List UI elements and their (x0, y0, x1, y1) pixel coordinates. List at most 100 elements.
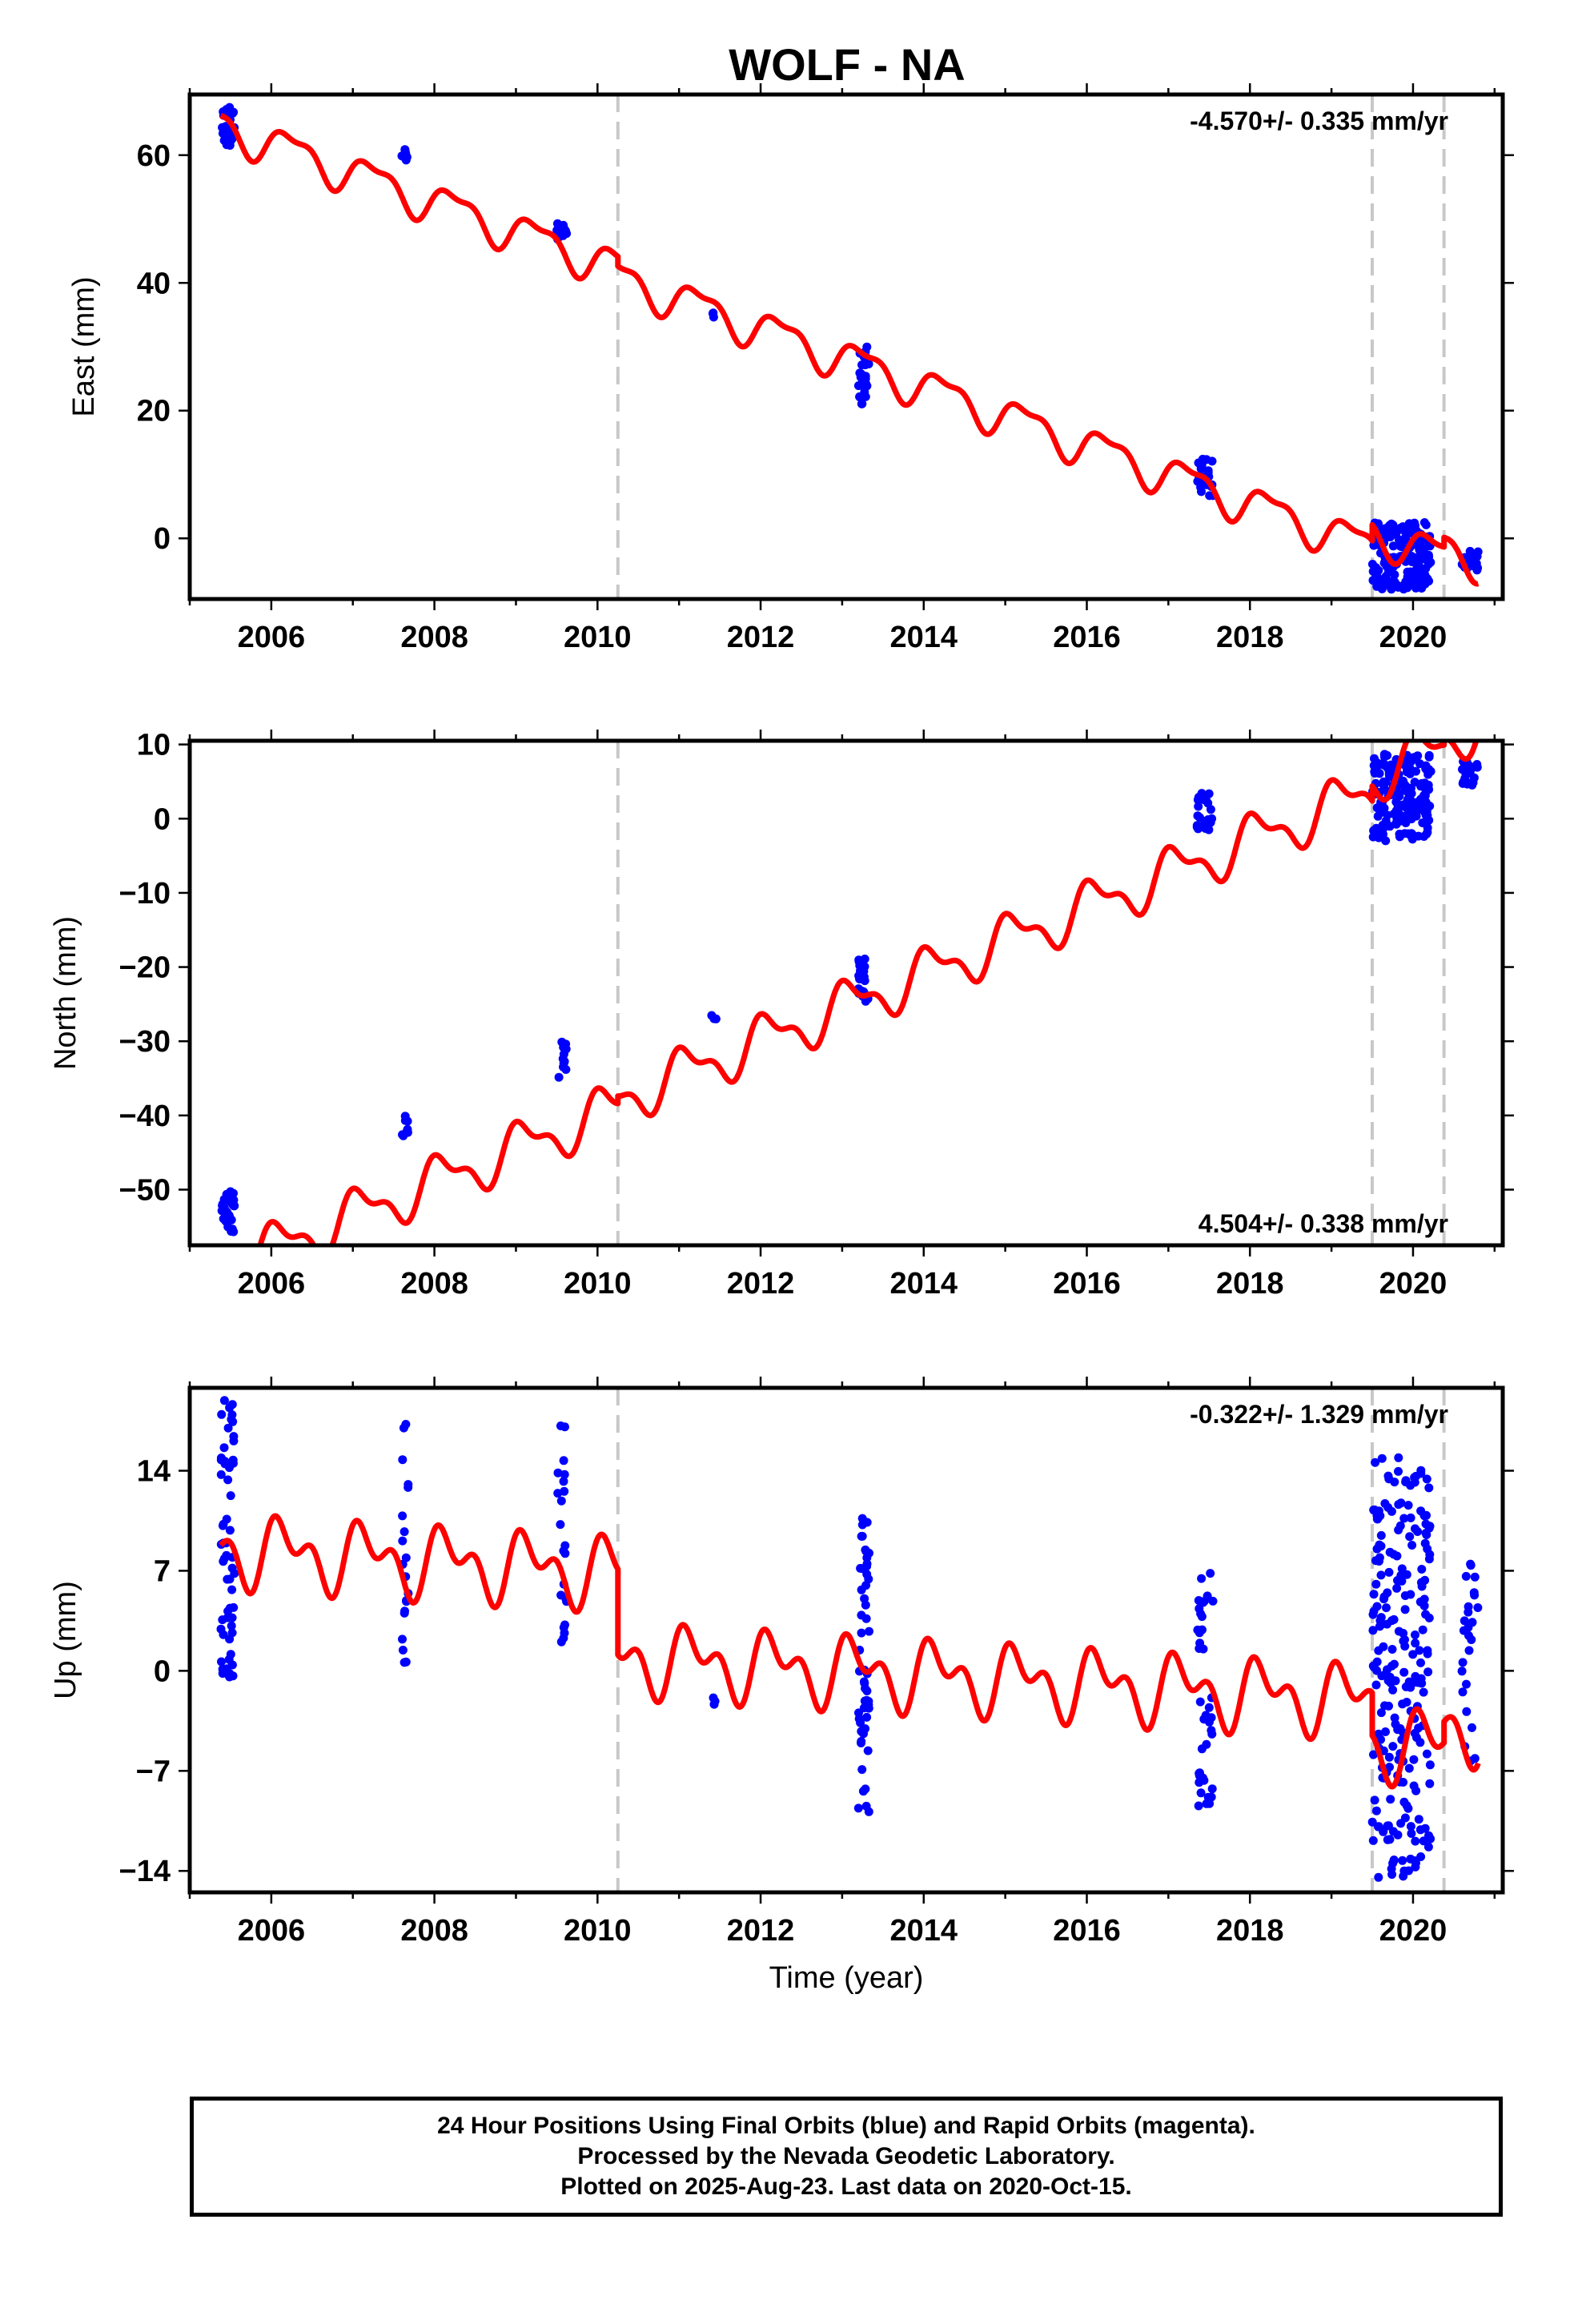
observation-point (1399, 1514, 1409, 1523)
observation-point (1374, 1729, 1383, 1739)
observation-point (1371, 576, 1381, 585)
observation-point (218, 1201, 227, 1210)
x-tick-label: 2016 (1053, 1914, 1121, 1948)
observation-point (218, 1521, 227, 1530)
x-tick-label: 2006 (238, 1914, 306, 1948)
observation-point (1385, 772, 1395, 782)
observation-point (225, 1669, 235, 1679)
observation-point (1415, 1646, 1424, 1655)
observation-point (857, 1765, 867, 1775)
y-tick-label: 14 (137, 1455, 171, 1489)
observation-point (1420, 1538, 1430, 1548)
observation-point (1412, 565, 1422, 574)
observation-point (1426, 1834, 1435, 1844)
observation-point (856, 1563, 865, 1573)
observation-point (1401, 1476, 1411, 1486)
observation-point (226, 1650, 235, 1659)
observation-point (1195, 1697, 1205, 1707)
observation-point (559, 1477, 568, 1486)
observation-point (856, 1718, 865, 1727)
observation-point (857, 1585, 866, 1594)
observation-point (1420, 798, 1430, 807)
observation-point (1367, 1817, 1377, 1827)
observation-point (1425, 1779, 1435, 1788)
observation-point (1374, 1872, 1383, 1882)
observation-point (1376, 1530, 1386, 1540)
observation-point (222, 105, 231, 115)
x-tick-label: 2010 (564, 1914, 632, 1948)
observation-point (1468, 1723, 1476, 1732)
observation-point (401, 1553, 411, 1562)
observation-point (219, 1443, 229, 1453)
observation-point (1381, 836, 1391, 846)
observation-point (1407, 1541, 1417, 1550)
y-tick-label: 0 (154, 522, 171, 556)
observation-point (1371, 1680, 1381, 1690)
up-panel: 2006 2008 2010 2012 2014 2016 2018 2020 −14 −7 0 7 1… (49, 1377, 1514, 1995)
observation-point (1375, 1553, 1384, 1562)
observation-point (218, 1664, 227, 1674)
observation-point (857, 399, 867, 408)
observation-point (400, 1608, 409, 1618)
observation-point (1383, 1835, 1392, 1844)
observation-point (1195, 1604, 1204, 1614)
observation-point (1458, 1658, 1468, 1667)
y-tick-label: −7 (136, 1755, 171, 1788)
observation-point (225, 141, 235, 150)
observation-point (859, 1729, 868, 1739)
observation-point (1387, 1506, 1396, 1516)
footer-line-1: 24 Hour Positions Using Final Orbits (bl… (437, 2113, 1255, 2139)
observation-point (1414, 1815, 1423, 1824)
observation-point (1400, 829, 1410, 838)
east-panel: 2006 2008 2010 2012 2014 2016 2018 2020 0 20 40 60 E… (67, 83, 1514, 654)
observation-point (1394, 1526, 1403, 1534)
observation-point (1195, 1638, 1205, 1648)
model-fit-line (219, 113, 1480, 587)
observation-point (1470, 1572, 1480, 1582)
observation-point (1379, 558, 1389, 568)
observation-point (1370, 754, 1379, 763)
observation-point (1420, 1823, 1430, 1833)
x-tick-label: 2006 (238, 1267, 306, 1301)
observation-point (1203, 468, 1213, 477)
observation-point (1417, 1565, 1427, 1574)
observation-point (1400, 1605, 1410, 1614)
observation-point (1424, 815, 1434, 825)
observation-point (855, 392, 865, 402)
plot-frame (187, 738, 1505, 1248)
observation-point (1399, 1797, 1409, 1807)
observation-point (1399, 1636, 1408, 1646)
observation-point (219, 1396, 229, 1405)
observation-point (1394, 788, 1403, 798)
observation-point (861, 1784, 870, 1794)
x-tick-label: 2014 (889, 621, 958, 654)
observation-point (1387, 1870, 1397, 1880)
observation-point (1416, 1506, 1426, 1516)
observation-point (1411, 1858, 1420, 1868)
observation-point (1424, 752, 1434, 762)
observation-point (1199, 456, 1208, 466)
observation-point (225, 1634, 235, 1644)
observation-point (1369, 1750, 1378, 1759)
observation-point (1416, 1469, 1426, 1478)
observation-point (404, 1480, 413, 1490)
x-tick-label: 2018 (1216, 621, 1284, 654)
observation-point (1400, 1591, 1410, 1600)
observation-point (398, 1634, 407, 1644)
observation-point (1389, 1856, 1399, 1866)
observation-point (1368, 1835, 1378, 1845)
observation-point (560, 1470, 569, 1479)
observation-point (1405, 1532, 1415, 1542)
observation-point (1473, 547, 1483, 557)
observation-point (860, 1594, 869, 1603)
observation-point (1411, 1630, 1419, 1639)
observation-point (1424, 1554, 1434, 1564)
observation-point (1391, 797, 1401, 806)
observation-point (1194, 1801, 1203, 1811)
plot-frame (187, 92, 1505, 601)
observation-point (1371, 1458, 1380, 1467)
x-axis-title: Time (year) (769, 1961, 924, 1995)
observation-point (222, 1514, 231, 1524)
observation-point (1396, 1498, 1406, 1508)
observation-point (1414, 1723, 1423, 1733)
